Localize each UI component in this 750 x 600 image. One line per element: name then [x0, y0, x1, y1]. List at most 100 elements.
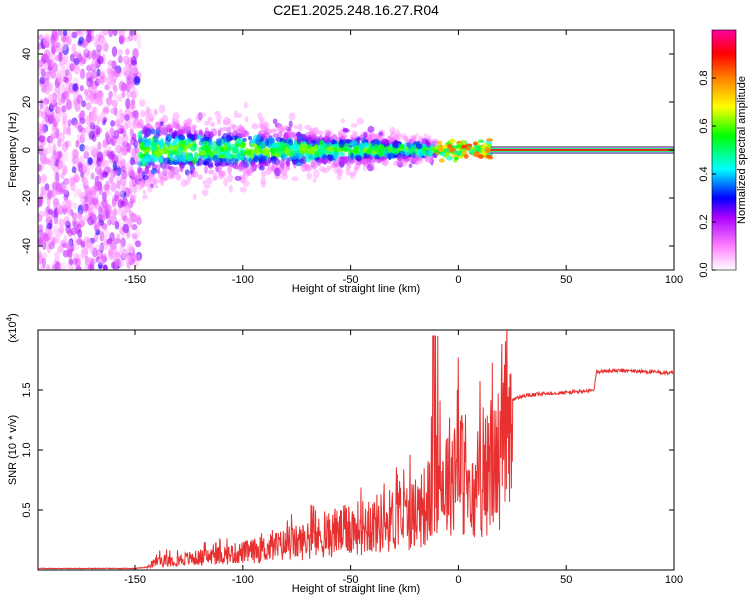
heatmap-cell [128, 33, 134, 42]
heatmap-cell [38, 128, 43, 137]
x-tick-label: 100 [665, 574, 683, 586]
heatmap-cell [219, 170, 227, 178]
heatmap-cell [142, 174, 149, 181]
snr-x-axis: -150 -100 -50 0 50 100 [124, 330, 683, 586]
heatmap-cell [133, 76, 141, 86]
heatmap-cell [439, 158, 445, 163]
heatmap-cell [447, 143, 453, 149]
heatmap-cell [72, 202, 78, 210]
heatmap-cell [201, 189, 209, 197]
heatmap-cell [465, 146, 471, 151]
heatmap-cell [130, 56, 137, 66]
heatmap-cell [91, 70, 98, 79]
heatmap-cell [40, 173, 48, 184]
heatmap-cell [42, 241, 47, 251]
heatmap-cell [141, 194, 149, 200]
heatmap-cell [270, 163, 276, 172]
heatmap-cell [192, 193, 197, 200]
heatmap-cell [105, 132, 110, 140]
heatmap-cell [156, 127, 163, 132]
heatmap-cell [313, 169, 320, 179]
heatmap-cell [216, 119, 221, 125]
heatmap-cell [119, 176, 127, 186]
heatmap-cell [463, 153, 469, 159]
heatmap-cell [70, 227, 78, 236]
heatmap-cell [247, 135, 253, 141]
heatmap-cell [259, 120, 264, 126]
heatmap-cell [109, 127, 115, 136]
heatmap-cell [204, 165, 208, 174]
heatmap-cell [260, 180, 266, 189]
heatmap-cell [384, 148, 389, 158]
heatmap-cell [323, 149, 329, 154]
heatmap-cell [82, 161, 88, 171]
heatmap-cell [81, 201, 87, 212]
heatmap-cell [387, 151, 392, 161]
heatmap-cell [416, 143, 423, 150]
heatmap-cell [363, 131, 368, 138]
heatmap-cell [52, 224, 60, 235]
heatmap-cell [121, 231, 126, 239]
heatmap-cell [113, 129, 120, 140]
heatmap-cell [150, 168, 158, 175]
heatmap-cell [153, 184, 159, 189]
heatmap-cell [114, 252, 121, 262]
heatmap-cell [164, 149, 170, 154]
heatmap-cell [427, 135, 432, 143]
heatmap-cell [75, 139, 80, 148]
heatmap-cell [98, 38, 106, 45]
heatmap-cell [63, 216, 70, 227]
heatmap-cell [56, 160, 64, 170]
heatmap-cell [318, 166, 326, 172]
heatmap-cell [225, 151, 231, 159]
heatmap-cell [235, 139, 243, 144]
heatmap-cell [214, 110, 221, 116]
heatmap-cell [88, 111, 94, 120]
heatmap-cell [230, 157, 237, 165]
heatmap-cell [108, 73, 115, 81]
heatmap-cell [178, 161, 186, 169]
heatmap-cell [273, 158, 281, 166]
heatmap-cell [288, 120, 293, 128]
heatmap-cell [89, 257, 97, 266]
heatmap-cell [47, 231, 54, 239]
heatmap-cell [219, 147, 225, 153]
heatmap-cell [81, 247, 88, 259]
heatmap-cell [331, 161, 336, 169]
heatmap-cell [43, 84, 51, 95]
heatmap-cell [83, 88, 89, 96]
heatmap-cell [242, 172, 248, 180]
heatmap-cell [54, 251, 60, 259]
heatmap-cell [226, 126, 232, 134]
heatmap-cell [272, 133, 279, 138]
heatmap-cell [172, 120, 177, 129]
heatmap-cell [223, 142, 228, 152]
x-tick-label: 100 [665, 274, 683, 286]
heatmap-cell [191, 170, 199, 178]
heatmap-cell [92, 90, 98, 99]
heatmap-cell [128, 257, 136, 266]
heatmap-cell [94, 164, 102, 175]
heatmap-cell [122, 215, 128, 222]
heatmap-cell [240, 125, 245, 135]
heatmap-cell [71, 212, 79, 220]
heatmap-cell [308, 127, 315, 133]
heatmap-cell [99, 243, 104, 252]
heatmap-cell [43, 49, 51, 60]
heatmap-cell [166, 141, 171, 148]
heatmap-cell [198, 140, 203, 146]
heatmap-cell [70, 183, 76, 192]
heatmap-cell [130, 136, 136, 146]
heatmap-cell [146, 123, 150, 128]
heatmap-cell [153, 110, 158, 116]
heatmap-cell [42, 155, 48, 165]
heatmap-cell [131, 224, 138, 231]
heatmap-cell [150, 179, 156, 184]
snr-y-axis: 0.5 1.0 1.5 [21, 382, 674, 518]
heatmap-cell [269, 148, 276, 153]
y-tick-label: -20 [21, 190, 33, 206]
heatmap-cell [257, 112, 263, 120]
heatmap-cell [38, 164, 42, 171]
heatmap-cell [250, 150, 254, 160]
heatmap-cell [139, 180, 146, 188]
